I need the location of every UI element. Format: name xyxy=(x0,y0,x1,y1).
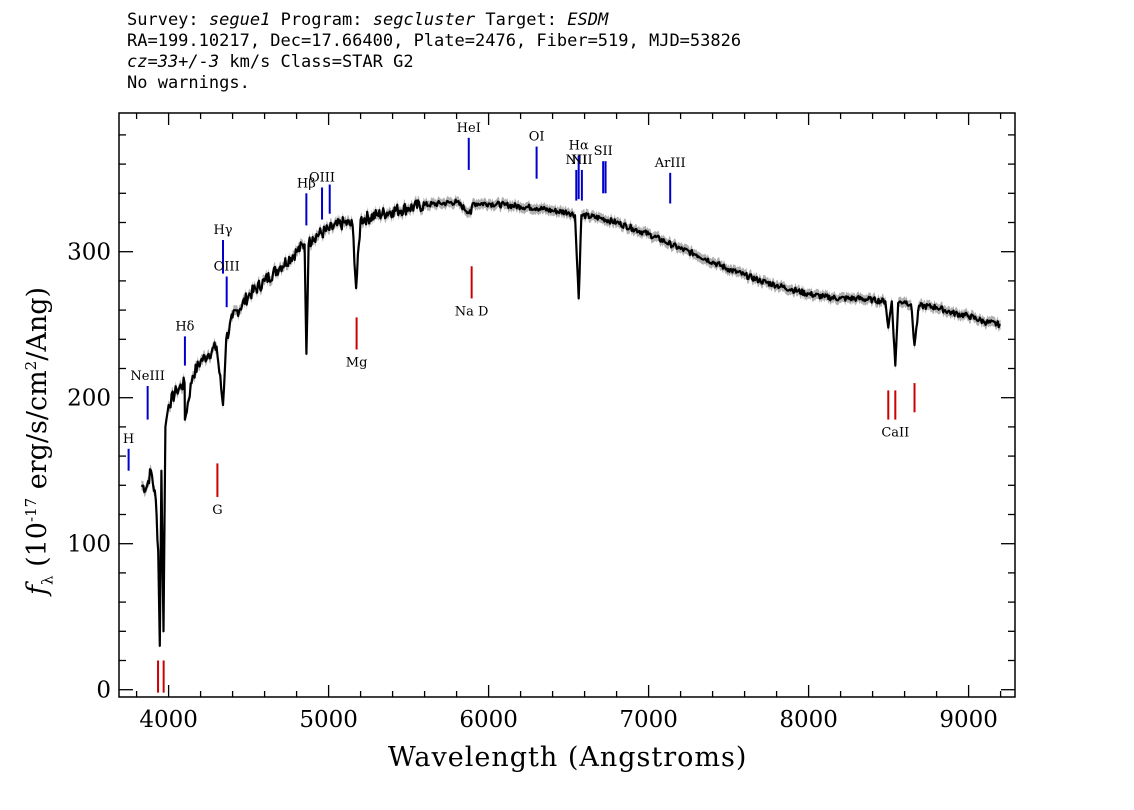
y-tick-label: 300 xyxy=(67,240,111,266)
x-tick-label: 7000 xyxy=(619,707,678,733)
ylabel-exponent-2: 2 xyxy=(22,360,40,371)
emission-line-label-2: Hδ xyxy=(175,319,194,334)
x-tick-label: 8000 xyxy=(779,707,838,733)
emission-line-label-3: Hγ xyxy=(213,223,232,238)
absorption-line-label-6: CaII xyxy=(881,426,909,441)
emission-line-label-9: OI xyxy=(529,130,545,145)
ylabel-exponent: -17 xyxy=(22,497,40,522)
class-text: km/s Class=STAR G2 xyxy=(219,52,414,72)
emission-line-label-5: Hβ xyxy=(297,176,316,191)
error-band xyxy=(141,194,1001,651)
program-value: segcluster xyxy=(372,10,476,30)
ylabel-units: erg/s/cm xyxy=(22,370,53,498)
y-axis-label: fλ (10-17 erg/s/cm2/Ang) xyxy=(22,287,56,595)
header-line-3: cz=33+/-3 km/s Class=STAR G2 xyxy=(127,52,741,73)
emission-line-label-6: OIII xyxy=(309,170,335,185)
spectrum-series xyxy=(140,198,1001,648)
error-band-area xyxy=(141,194,1001,651)
emission-line-label-8: HeI xyxy=(457,121,481,136)
x-tick-label: 4000 xyxy=(139,707,198,733)
emission-line-label-12: NII xyxy=(571,153,593,168)
spectrum-line xyxy=(140,198,1001,648)
header-line-1: Survey: segue1 Program: segcluster Targe… xyxy=(127,10,741,31)
emission-line-label-0: H xyxy=(123,432,134,447)
absorption-line-label-4: Na D xyxy=(455,304,489,319)
emission-line-label-1: NeIII xyxy=(130,369,164,384)
emission-line-label-15: ArIII xyxy=(654,156,686,171)
emission-line-label-4: OIII xyxy=(214,260,240,275)
redshift-value: cz=33+/-3 xyxy=(127,52,220,72)
x-axis-label: Wavelength (Angstroms) xyxy=(388,742,748,773)
ylabel-f: f xyxy=(22,585,53,595)
ylabel-end: /Ang) xyxy=(22,286,53,361)
y-tick-label: 200 xyxy=(67,386,111,412)
y-tick-label: 0 xyxy=(96,678,111,704)
program-label: Program: xyxy=(280,10,363,30)
spectral-line-markers: HNeIIIHδHγOIIIHβOIIIHeIOINIIHαNIISIIArII… xyxy=(123,121,916,693)
absorption-line-label-2: G xyxy=(212,503,222,518)
target-label: Target: xyxy=(485,10,557,30)
x-tick-label: 6000 xyxy=(459,707,518,733)
survey-label: Survey: xyxy=(127,10,199,30)
target-value: ESDM xyxy=(567,10,609,30)
plot-frame xyxy=(118,112,1016,698)
header-line-2: RA=199.10217, Dec=17.66400, Plate=2476, … xyxy=(127,31,742,51)
ylabel-sub: λ xyxy=(38,575,57,585)
y-tick-label: 100 xyxy=(67,532,111,558)
emission-line-label-10: NII xyxy=(565,153,587,168)
x-tick-label: 5000 xyxy=(299,707,358,733)
axis-ticks: 4000 5000 6000 7000 8000 9000 0 100 200 300 xyxy=(67,113,1015,733)
survey-value: segue1 xyxy=(208,10,271,30)
spectrum-header: Survey: segue1 Program: segcluster Targe… xyxy=(127,10,741,94)
ylabel-part: (10 xyxy=(22,522,53,576)
emission-line-label-11: Hα xyxy=(569,138,589,153)
emission-line-label-13: SII xyxy=(594,144,613,159)
x-tick-label: 9000 xyxy=(939,707,998,733)
absorption-line-label-3: Mg xyxy=(346,356,368,371)
header-line-4: No warnings. xyxy=(127,73,250,93)
